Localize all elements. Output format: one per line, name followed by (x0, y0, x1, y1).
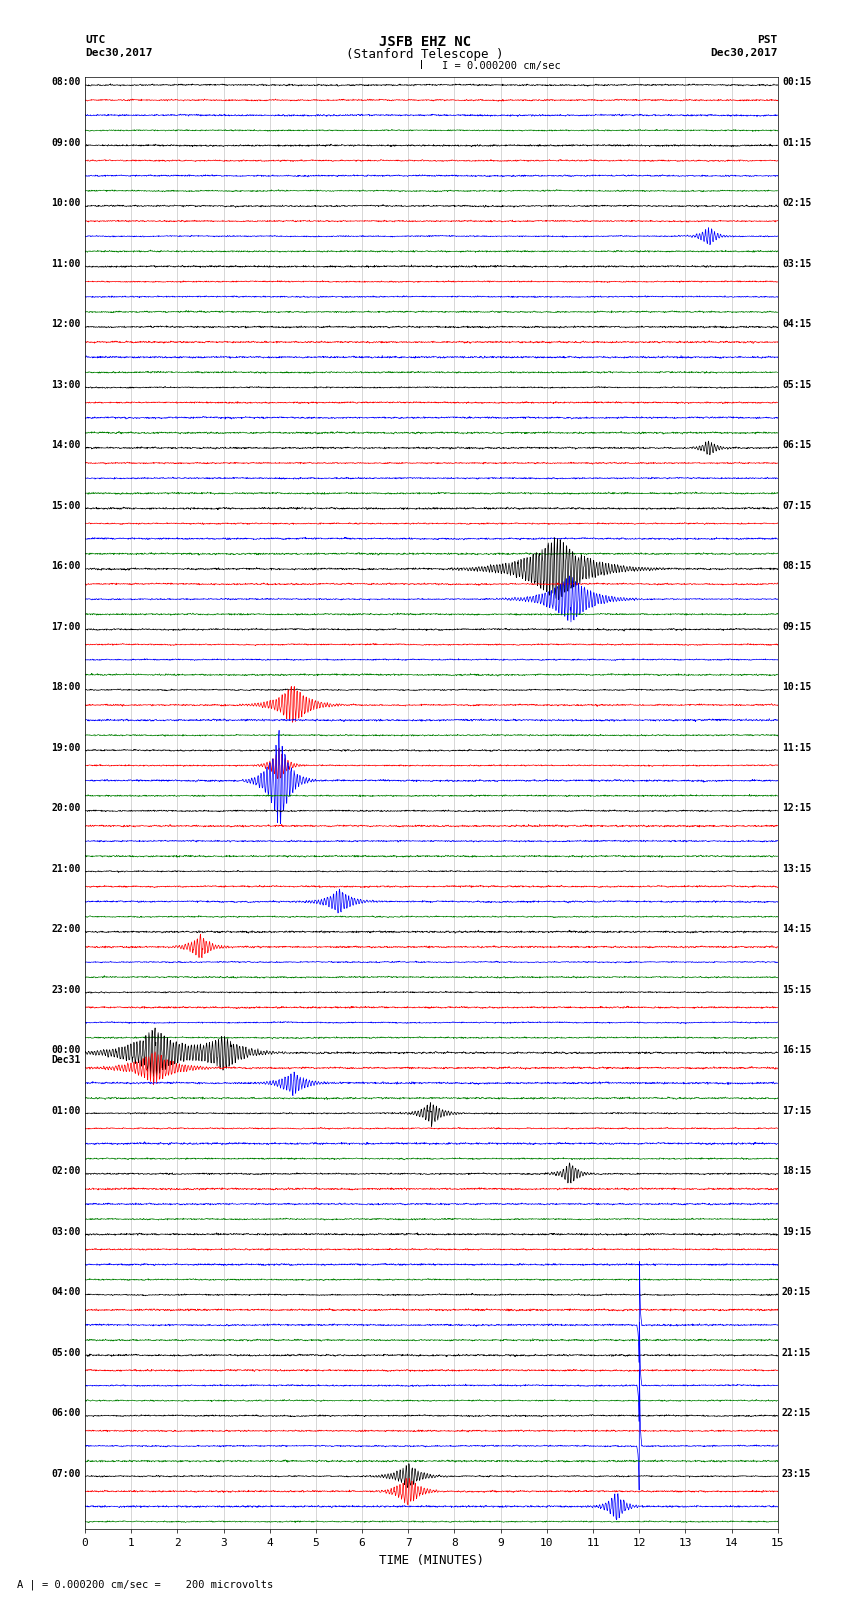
Text: 04:00: 04:00 (51, 1287, 81, 1297)
Text: 00:15: 00:15 (782, 77, 812, 87)
Text: 07:15: 07:15 (782, 500, 812, 511)
Text: 18:15: 18:15 (782, 1166, 812, 1176)
Text: 08:15: 08:15 (782, 561, 812, 571)
Text: 14:15: 14:15 (782, 924, 812, 934)
X-axis label: TIME (MINUTES): TIME (MINUTES) (379, 1553, 484, 1566)
Text: 01:00: 01:00 (51, 1107, 81, 1116)
Text: 21:15: 21:15 (782, 1348, 812, 1358)
Text: 10:00: 10:00 (51, 198, 81, 208)
Text: A | = 0.000200 cm/sec =    200 microvolts: A | = 0.000200 cm/sec = 200 microvolts (17, 1579, 273, 1590)
Text: 08:00: 08:00 (51, 77, 81, 87)
Text: 21:00: 21:00 (51, 865, 81, 874)
Text: 12:15: 12:15 (782, 803, 812, 813)
Text: 17:00: 17:00 (51, 621, 81, 632)
Text: JSFB EHZ NC: JSFB EHZ NC (379, 35, 471, 50)
Text: 00:00: 00:00 (51, 1045, 81, 1055)
Text: 20:00: 20:00 (51, 803, 81, 813)
Text: UTC: UTC (85, 35, 105, 45)
Text: 12:00: 12:00 (51, 319, 81, 329)
Text: 09:00: 09:00 (51, 139, 81, 148)
Text: 23:00: 23:00 (51, 984, 81, 995)
Text: 02:00: 02:00 (51, 1166, 81, 1176)
Text: Dec31: Dec31 (51, 1055, 81, 1065)
Text: 19:15: 19:15 (782, 1227, 812, 1237)
Text: 15:00: 15:00 (51, 500, 81, 511)
Text: 03:15: 03:15 (782, 260, 812, 269)
Text: 05:15: 05:15 (782, 381, 812, 390)
Text: 15:15: 15:15 (782, 984, 812, 995)
Text: 09:15: 09:15 (782, 621, 812, 632)
Text: 16:15: 16:15 (782, 1045, 812, 1055)
Text: (Stanford Telescope ): (Stanford Telescope ) (346, 48, 504, 61)
Text: 20:15: 20:15 (782, 1287, 812, 1297)
Text: 11:00: 11:00 (51, 260, 81, 269)
Text: 11:15: 11:15 (782, 742, 812, 753)
Text: 10:15: 10:15 (782, 682, 812, 692)
Text: 23:15: 23:15 (782, 1468, 812, 1479)
Text: 04:15: 04:15 (782, 319, 812, 329)
Text: 13:15: 13:15 (782, 865, 812, 874)
Text: 14:00: 14:00 (51, 440, 81, 450)
Text: 06:00: 06:00 (51, 1408, 81, 1418)
Text: 07:00: 07:00 (51, 1468, 81, 1479)
Text: I = 0.000200 cm/sec: I = 0.000200 cm/sec (442, 61, 561, 71)
Text: 13:00: 13:00 (51, 381, 81, 390)
Text: 06:15: 06:15 (782, 440, 812, 450)
Text: 22:00: 22:00 (51, 924, 81, 934)
Text: Dec30,2017: Dec30,2017 (711, 48, 778, 58)
Text: 05:00: 05:00 (51, 1348, 81, 1358)
Text: 17:15: 17:15 (782, 1107, 812, 1116)
Text: 02:15: 02:15 (782, 198, 812, 208)
Text: 03:00: 03:00 (51, 1227, 81, 1237)
Text: 22:15: 22:15 (782, 1408, 812, 1418)
Text: 19:00: 19:00 (51, 742, 81, 753)
Text: PST: PST (757, 35, 778, 45)
Text: 16:00: 16:00 (51, 561, 81, 571)
Text: 01:15: 01:15 (782, 139, 812, 148)
Text: 18:00: 18:00 (51, 682, 81, 692)
Text: Dec30,2017: Dec30,2017 (85, 48, 152, 58)
